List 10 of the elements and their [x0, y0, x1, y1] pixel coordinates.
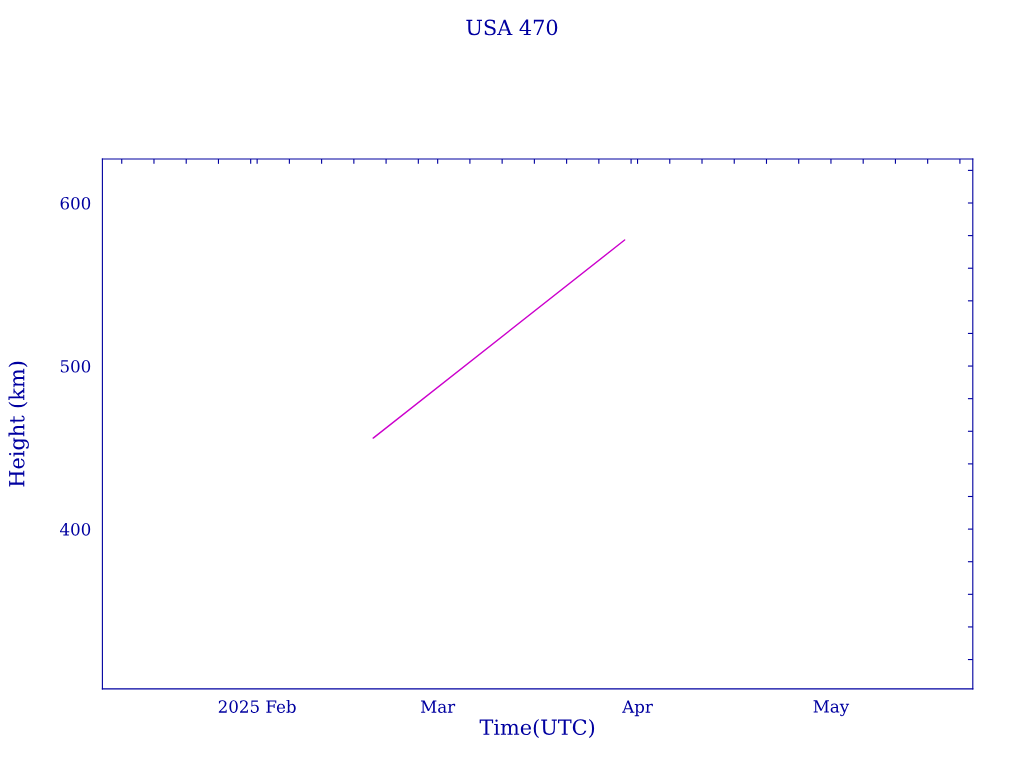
x-tick-label: May: [813, 700, 850, 717]
x-tick-label: Apr: [622, 700, 653, 717]
y-axis-title: Height (km): [8, 361, 29, 487]
x-tick-label: Mar: [421, 700, 456, 713]
x-axis-title: Time(UTC): [479, 718, 595, 738]
y-tick-label: 400: [59, 523, 91, 536]
x-tick-label: 2025 Feb: [218, 700, 296, 713]
y-tick-label: 600: [60, 196, 91, 210]
y-tick-label: 500: [60, 360, 91, 373]
chart-title: USA 470: [466, 19, 558, 36]
